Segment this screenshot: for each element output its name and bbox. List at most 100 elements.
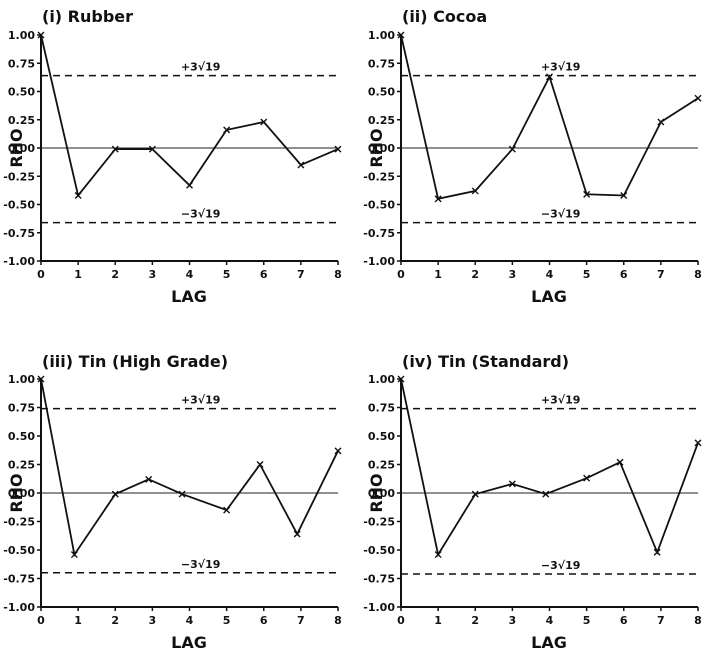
data-point [260, 118, 268, 126]
data-point [74, 191, 82, 199]
lower-band-label: −3√19 [541, 208, 581, 221]
data-point [178, 490, 186, 498]
panel-tin-standard: (iv) Tin (Standard) LAG RHO 1.00 0.75 0.50… [363, 352, 702, 652]
x-tick-label: 8 [334, 614, 342, 627]
panel-title: (iv) Tin (Standard) [402, 352, 569, 371]
y-tick-label: 1.00 [8, 373, 35, 386]
y-tick-label: 0.25 [8, 459, 35, 472]
data-point [620, 191, 628, 199]
y-tick-label: 0.75 [368, 402, 395, 415]
data-point [508, 480, 516, 488]
y-tick-label: -0.25 [3, 516, 35, 529]
panel-title: (iii) Tin (High Grade) [42, 352, 228, 371]
y-tick-label: 0.75 [368, 57, 395, 70]
x-tick-label: 3 [149, 614, 157, 627]
y-tick-label: 0.00 [368, 487, 395, 500]
x-axis-label: LAG [531, 287, 567, 306]
data-point [223, 506, 231, 514]
x-tick-label: 6 [620, 614, 628, 627]
y-axis-label: RHO [367, 128, 386, 167]
y-tick-label: 0.25 [368, 459, 395, 472]
x-tick-label: 2 [111, 268, 119, 281]
data-point [37, 31, 45, 39]
upper-band-label: +3√19 [181, 394, 221, 407]
y-tick-label: 0.50 [8, 86, 35, 99]
x-tick-label: 4 [186, 614, 194, 627]
x-tick-label: 1 [434, 268, 442, 281]
x-tick-label: 4 [546, 614, 554, 627]
y-tick-label: 0.00 [8, 142, 35, 155]
y-axis-label: RHO [367, 473, 386, 512]
data-point [471, 187, 479, 195]
series-line [400, 34, 699, 200]
data-point [37, 375, 45, 383]
y-tick-label: -1.00 [3, 601, 35, 614]
data-point [434, 195, 442, 203]
x-tick-label: 5 [583, 268, 591, 281]
y-tick-label: 1.00 [368, 29, 395, 42]
data-point [334, 447, 342, 455]
x-tick-label: 6 [260, 268, 268, 281]
x-tick-label: 7 [297, 614, 305, 627]
data-point [70, 551, 78, 559]
upper-band-label: +3√19 [541, 61, 581, 74]
data-point [653, 548, 661, 556]
y-tick-label: -0.75 [363, 573, 395, 586]
data-point [583, 474, 591, 482]
x-tick-label: 7 [657, 614, 665, 627]
data-point [657, 118, 665, 126]
y-tick-label: -0.50 [363, 544, 395, 557]
y-axis-label: RHO [7, 473, 26, 512]
y-tick-label: -1.00 [363, 255, 395, 268]
y-tick-label: -0.25 [3, 170, 35, 183]
data-point [145, 475, 153, 483]
y-tick-label: -0.75 [3, 573, 35, 586]
x-tick-label: 2 [471, 268, 479, 281]
data-point [297, 161, 305, 169]
data-point [616, 458, 624, 466]
data-point [111, 490, 119, 498]
y-tick-label: -0.75 [3, 227, 35, 240]
lower-band-label: −3√19 [181, 558, 221, 571]
panel-rubber: (i) Rubber LAG RHO 1.00 0.75 0.50 0.25 0.00 -… [3, 7, 342, 306]
x-tick-label: 6 [620, 268, 628, 281]
x-tick-label: 7 [657, 268, 665, 281]
series-line [40, 34, 339, 198]
panel-tin-high-grade: (iii) Tin (High Grade) LAG RHO 1.00 0.75 0… [3, 352, 342, 652]
data-point [111, 145, 119, 153]
panel-title: (i) Rubber [42, 7, 133, 26]
data-point [471, 490, 479, 498]
x-axis-label: LAG [171, 633, 207, 652]
x-tick-label: 8 [694, 614, 702, 627]
y-tick-label: 0.00 [8, 487, 35, 500]
data-point [583, 190, 591, 198]
x-tick-label: 0 [37, 268, 45, 281]
y-tick-label: -1.00 [3, 255, 35, 268]
y-tick-label: 0.50 [368, 86, 395, 99]
data-point [546, 73, 553, 81]
data-point [148, 145, 156, 153]
y-tick-label: -0.50 [3, 199, 35, 212]
x-tick-label: 1 [74, 614, 82, 627]
lower-band-label: −3√19 [541, 559, 581, 572]
upper-band-label: +3√19 [181, 61, 221, 74]
y-tick-label: 0.75 [8, 57, 35, 70]
x-tick-label: 2 [111, 614, 119, 627]
x-tick-label: 5 [223, 614, 231, 627]
data-point [334, 145, 342, 153]
lower-band-label: −3√19 [181, 208, 221, 221]
data-point [186, 181, 193, 189]
y-tick-label: -1.00 [363, 601, 395, 614]
data-point [223, 126, 231, 134]
data-point [293, 530, 301, 538]
y-tick-label: -0.75 [363, 227, 395, 240]
x-tick-label: 4 [546, 268, 554, 281]
data-point [256, 461, 264, 468]
y-tick-label: 0.50 [368, 430, 395, 443]
x-axis-label: LAG [171, 287, 207, 306]
x-tick-label: 8 [694, 268, 702, 281]
x-tick-label: 3 [149, 268, 157, 281]
panel-cocoa: (ii) Cocoa LAG RHO 1.00 0.75 0.50 0.25 0.00 -… [363, 7, 702, 306]
y-tick-label: 0.25 [8, 114, 35, 127]
